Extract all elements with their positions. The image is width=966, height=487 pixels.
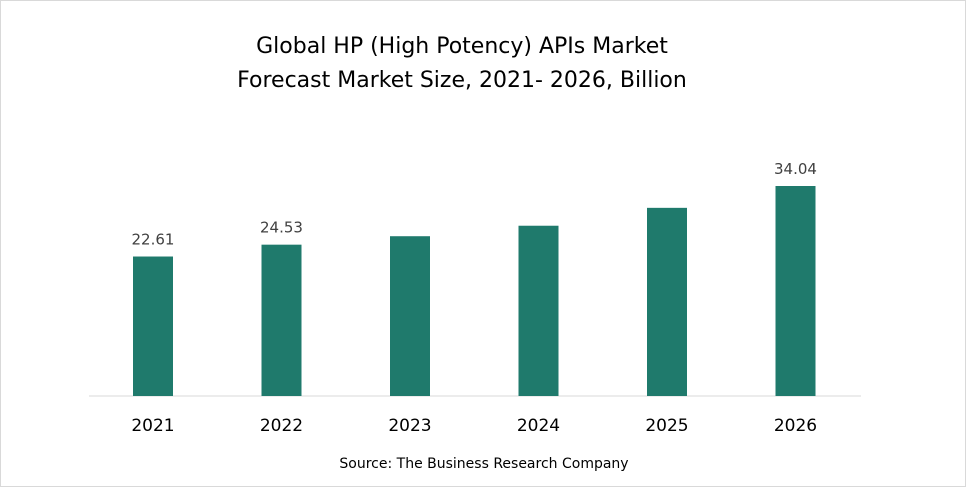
x-tick-label-2023: 2023: [388, 416, 431, 436]
data-label-2022: 24.53: [260, 219, 303, 237]
bar-2021: [133, 256, 173, 396]
bar-2023: [390, 236, 430, 396]
bar-2025: [647, 207, 687, 396]
chart-title-line-2: Forecast Market Size, 2021- 2026, Billio…: [237, 68, 687, 93]
x-tick-label-2026: 2026: [774, 416, 817, 436]
x-tick-label-2024: 2024: [517, 416, 560, 436]
source-note: Source: The Business Research Company: [339, 456, 629, 472]
x-tick-label-2021: 2021: [131, 416, 174, 436]
bar-2022: [261, 244, 302, 396]
x-tick-label-2025: 2025: [645, 416, 688, 436]
data-label-2021: 22.61: [132, 231, 175, 249]
chart-title-line-1: Global HP (High Potency) APIs Market: [256, 34, 668, 59]
x-tick-label-2022: 2022: [260, 416, 303, 436]
data-label-2026: 34.04: [774, 160, 817, 178]
bar-2026: [775, 186, 816, 396]
bar-2024: [518, 225, 559, 396]
chart-title: Global HP (High Potency) APIs Market For…: [1, 30, 923, 98]
